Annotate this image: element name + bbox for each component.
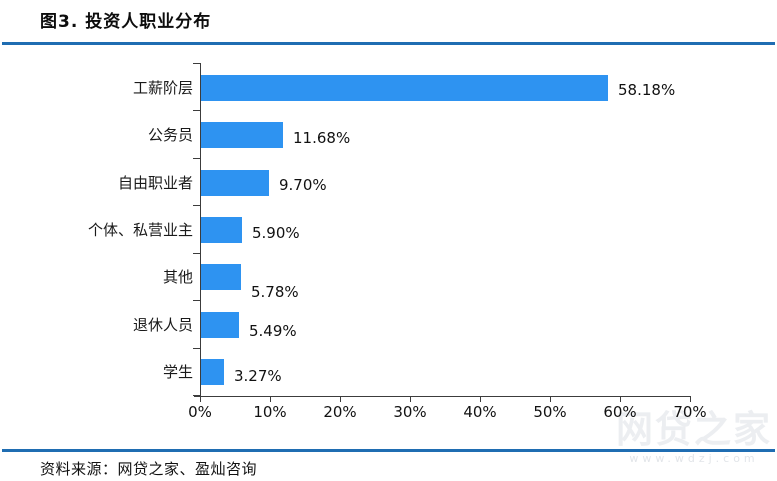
bar: [201, 122, 283, 149]
y-axis-tick: [193, 205, 200, 207]
y-axis-tick: [193, 63, 200, 64]
bar: [201, 74, 608, 101]
y-axis-tick: [193, 157, 200, 159]
category-label: 其他: [162, 268, 193, 287]
x-tick-label: 70%: [673, 403, 707, 421]
bar: [201, 359, 224, 386]
source-note: 资料来源：网贷之家、盈灿咨询: [40, 460, 258, 478]
category-label: 个体、私营业主: [87, 221, 193, 239]
category-label: 公务员: [147, 126, 193, 145]
value-label: 5.49%: [249, 321, 297, 340]
y-axis-tick: [193, 110, 200, 112]
y-axis-tick: [193, 395, 200, 396]
watermark: 网贷之家 www.wdzj.com: [616, 408, 772, 466]
x-axis-tick: [480, 397, 481, 402]
x-axis-tick: [690, 397, 691, 402]
y-axis-line: [200, 63, 201, 397]
bar: [201, 217, 242, 243]
value-label: 5.90%: [252, 224, 300, 242]
footer-divider: [2, 449, 775, 452]
x-tick-label: 10%: [253, 403, 287, 421]
header-divider: [2, 42, 775, 45]
x-tick-label: 20%: [323, 403, 357, 421]
category-label: 自由职业者: [117, 173, 193, 192]
y-axis-tick: [193, 347, 200, 349]
bar: [201, 169, 269, 196]
chart-title: 图3. 投资人职业分布: [40, 12, 212, 32]
category-label: 学生: [162, 363, 193, 382]
x-tick-label: 30%: [393, 403, 427, 421]
x-axis-tick: [340, 397, 341, 402]
category-label: 退休人员: [132, 315, 193, 334]
value-label: 5.78%: [251, 283, 299, 302]
x-axis-tick: [200, 397, 201, 402]
watermark-logo: 网贷之家: [616, 408, 772, 451]
x-tick-label: 60%: [603, 403, 637, 421]
x-axis-tick: [270, 397, 271, 402]
y-axis-tick: [193, 252, 200, 254]
value-label: 11.68%: [293, 129, 351, 148]
x-axis-tick: [620, 397, 621, 402]
bar: [201, 264, 241, 291]
value-label: 58.18%: [618, 80, 676, 99]
bar: [201, 311, 239, 338]
x-axis-line: [194, 396, 691, 397]
x-tick-label: 40%: [463, 403, 497, 421]
x-tick-label: 50%: [533, 403, 567, 421]
category-label: 工薪阶层: [132, 78, 193, 97]
y-axis-tick: [193, 300, 200, 302]
x-axis-tick: [410, 397, 411, 402]
value-label: 9.70%: [279, 175, 327, 194]
value-label: 3.27%: [234, 367, 282, 386]
x-axis-tick: [550, 397, 551, 402]
x-tick-label: 0%: [188, 403, 212, 421]
watermark-url: www.wdzj.com: [629, 452, 759, 465]
